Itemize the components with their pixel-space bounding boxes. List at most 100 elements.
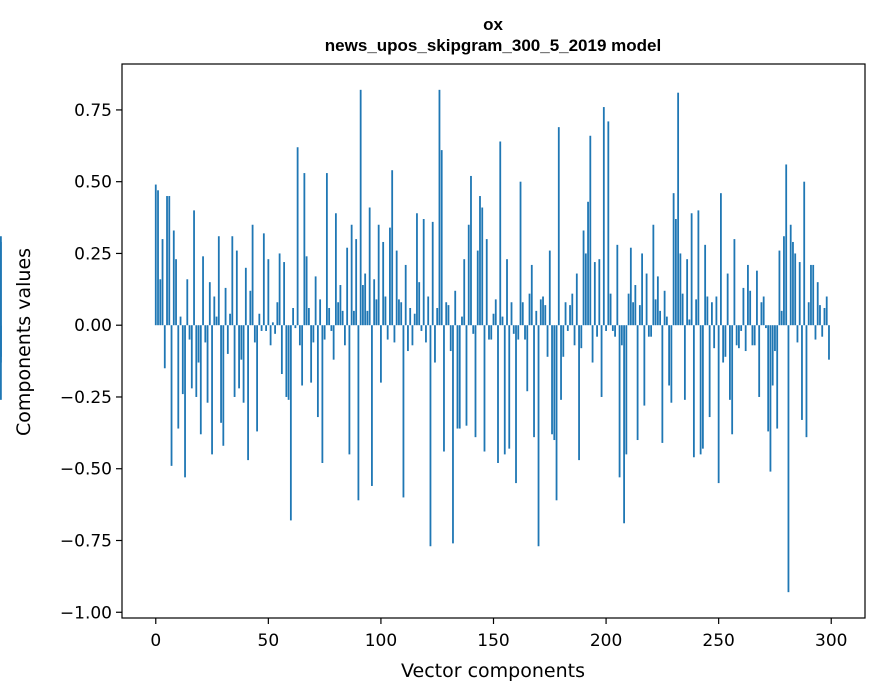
bar-30 <box>222 325 225 446</box>
bar-139 <box>467 224 470 326</box>
bar-234 <box>681 293 684 326</box>
bar-7 <box>170 325 173 466</box>
bar-220 <box>650 325 653 337</box>
bar-297 <box>823 307 826 326</box>
bar-76 <box>325 173 328 326</box>
bar-216 <box>641 253 643 326</box>
bar-33 <box>229 313 231 326</box>
bar-294 <box>816 282 819 326</box>
bar-148 <box>488 325 490 340</box>
bar-8 <box>172 230 175 326</box>
bar-157 <box>508 325 511 449</box>
bar-60 <box>289 325 292 521</box>
bar-138 <box>465 325 468 426</box>
y-tick-label: 0.00 <box>74 316 112 336</box>
bar-62 <box>294 325 297 329</box>
bar-161 <box>517 325 520 340</box>
bar-165 <box>526 325 529 392</box>
bar-261 <box>742 287 745 326</box>
bar-18 <box>195 325 198 397</box>
bar-154 <box>501 316 504 326</box>
bar-153 <box>499 141 502 326</box>
x-tick-label: 300 <box>815 631 847 651</box>
x-tick-label: 150 <box>477 631 509 651</box>
bar-11 <box>179 316 182 326</box>
bar-197 <box>598 259 601 326</box>
bar-107 <box>395 250 398 326</box>
bar-83 <box>341 310 344 326</box>
bar-141 <box>472 325 475 334</box>
bar-281 <box>787 325 790 593</box>
bar-182 <box>564 302 567 326</box>
bar-129 <box>445 302 448 326</box>
bar-196 <box>596 325 598 337</box>
bar-215 <box>638 305 641 326</box>
plot-frame <box>121 63 866 619</box>
bar-226 <box>663 290 666 326</box>
bar-224 <box>659 310 662 326</box>
bar-159 <box>512 325 515 334</box>
bar-299 <box>828 325 830 360</box>
bar-100 <box>380 325 382 383</box>
bar-101 <box>382 241 385 326</box>
bar-48 <box>262 233 265 326</box>
y-tick-label: −0.75 <box>60 531 112 551</box>
bar-57 <box>283 262 286 326</box>
bar-39 <box>242 325 245 403</box>
bar-267 <box>756 270 758 326</box>
x-tick-label: 250 <box>702 631 734 651</box>
bar-203 <box>611 325 614 331</box>
bar-189 <box>580 325 583 349</box>
bar-0 <box>154 184 157 326</box>
bar-3 <box>161 239 164 326</box>
bar-85 <box>346 247 349 326</box>
bar-221 <box>652 224 655 326</box>
y-tick-label: 0.25 <box>74 244 112 264</box>
bar-29 <box>220 325 222 423</box>
bar-184 <box>569 305 571 326</box>
bar-146 <box>483 325 486 452</box>
bar-286 <box>798 262 801 326</box>
bar-136 <box>461 316 463 326</box>
bar-243 <box>701 325 704 449</box>
bar-292 <box>812 264 815 326</box>
y-tick-label: −0.25 <box>60 388 112 408</box>
bar-206 <box>618 325 621 478</box>
bar-253 <box>724 325 727 357</box>
bar-178 <box>555 325 558 501</box>
bar-25 <box>211 325 213 455</box>
bar-229 <box>670 325 673 403</box>
bar-86 <box>348 325 351 455</box>
bar-19 <box>197 325 200 363</box>
bar-145 <box>481 207 484 326</box>
bar-238 <box>690 213 693 326</box>
bar-133 <box>454 290 457 326</box>
bar-160 <box>515 325 517 484</box>
bar-79 <box>332 325 335 360</box>
bar-16 <box>190 325 193 389</box>
bar-32 <box>226 325 229 354</box>
bar-167 <box>530 264 533 326</box>
bar-115 <box>413 313 416 326</box>
bar-110 <box>402 325 405 498</box>
bar-252 <box>722 325 725 363</box>
bar-163 <box>521 302 524 326</box>
bar-95 <box>368 207 371 326</box>
bar-290 <box>807 302 810 326</box>
bar-78 <box>330 325 333 331</box>
bar-191 <box>584 253 587 326</box>
bar-114 <box>411 325 414 346</box>
bar-68 <box>307 307 310 326</box>
bar-4 <box>163 325 166 369</box>
bar-225 <box>661 325 664 443</box>
bar-219 <box>647 325 650 337</box>
bar-45 <box>256 325 258 432</box>
bar-72 <box>316 325 319 418</box>
chart-title: ox <box>483 15 503 34</box>
bar-27 <box>215 316 218 326</box>
bar-270 <box>762 296 765 326</box>
bar-193 <box>589 135 592 326</box>
bar-21 <box>202 256 204 326</box>
bar-242 <box>699 325 702 455</box>
